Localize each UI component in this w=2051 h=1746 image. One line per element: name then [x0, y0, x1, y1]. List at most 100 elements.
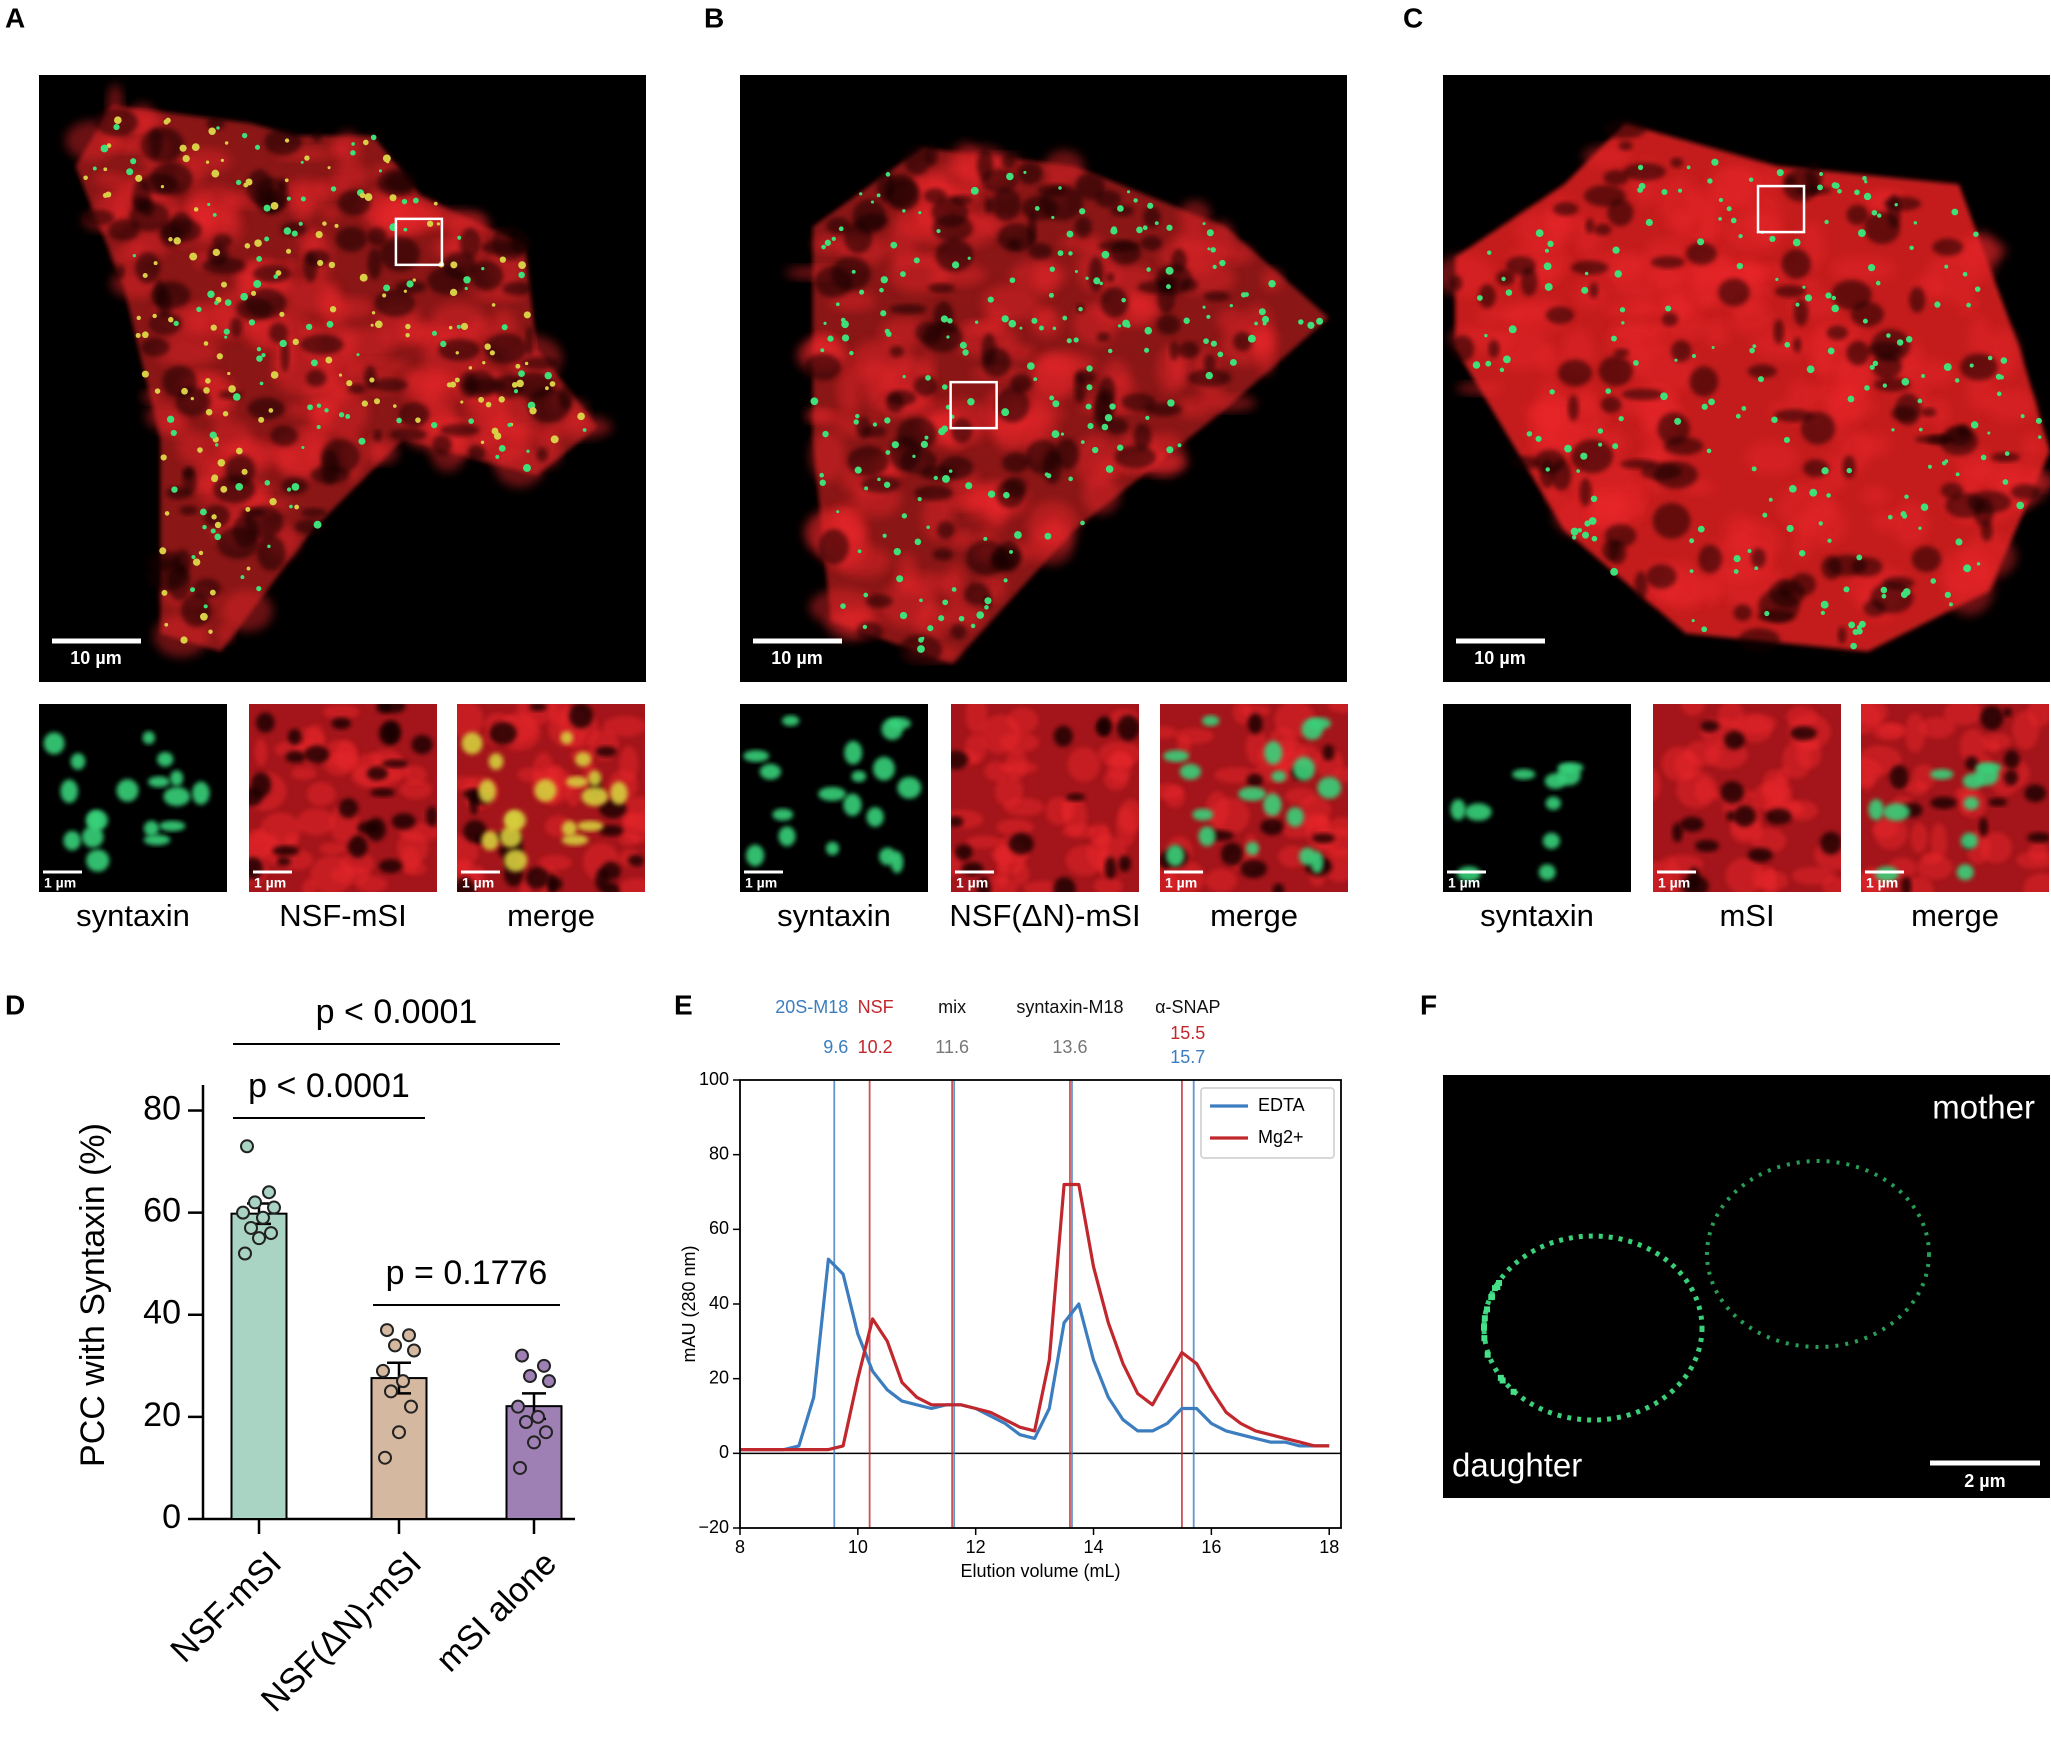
red-patch [1027, 500, 1079, 551]
green-puncta [258, 416, 265, 423]
dark-hole [321, 439, 360, 474]
dark-hole [1008, 832, 1034, 855]
green-puncta [214, 443, 219, 447]
green-puncta [189, 252, 198, 261]
green-puncta [1009, 549, 1013, 554]
green-blob [1192, 808, 1214, 821]
green-puncta [248, 319, 256, 326]
dark-hole [206, 116, 225, 130]
dark-hole [932, 214, 973, 242]
dark-hole [568, 704, 594, 729]
data-point [396, 1374, 410, 1389]
green-puncta [1660, 392, 1668, 401]
red-patch [1758, 871, 1789, 891]
green-puncta [1875, 280, 1881, 286]
green-puncta [900, 271, 906, 278]
green-puncta [1764, 610, 1770, 617]
green-puncta [375, 320, 383, 329]
data-point [539, 1425, 553, 1440]
dark-hole [367, 227, 387, 246]
green-puncta [359, 192, 366, 199]
green-puncta [212, 248, 221, 257]
green-puncta [160, 185, 165, 189]
green-puncta [1850, 642, 1857, 650]
red-patch [1603, 300, 1654, 320]
dark-hole [1114, 445, 1156, 469]
dark-hole [1793, 337, 1802, 353]
green-puncta [545, 386, 549, 391]
red-patch [310, 855, 353, 892]
green-puncta [1701, 403, 1708, 410]
green-puncta [1584, 271, 1589, 276]
red-patch [2012, 710, 2039, 750]
green-puncta [1505, 289, 1513, 296]
green-puncta [1316, 317, 1324, 325]
green-puncta [1701, 626, 1708, 633]
red-patch [329, 141, 349, 157]
green-puncta [1877, 213, 1882, 218]
green-puncta [1749, 347, 1755, 354]
dark-hole [389, 427, 427, 442]
green-puncta [203, 341, 209, 346]
green-blob [743, 750, 770, 762]
green-puncta [1060, 432, 1065, 436]
green-puncta [1783, 436, 1791, 444]
green-blob [881, 718, 904, 740]
green-puncta [1177, 443, 1182, 448]
green-puncta [1611, 335, 1617, 342]
dark-hole [1618, 141, 1633, 151]
green-puncta [433, 201, 438, 206]
red-patch [1327, 704, 1348, 714]
green-puncta [1543, 262, 1552, 271]
green-puncta [1896, 339, 1904, 346]
red-patch [888, 253, 950, 294]
red-patch [1086, 835, 1127, 872]
green-puncta [164, 511, 170, 516]
green-puncta [211, 514, 217, 520]
green-puncta [1963, 564, 1972, 573]
dark-hole [2024, 784, 2047, 803]
green-puncta [549, 381, 556, 387]
green-puncta [1262, 321, 1267, 326]
dark-hole [865, 594, 893, 608]
green-puncta [412, 197, 419, 204]
red-patch [1005, 749, 1028, 780]
green-puncta [1058, 186, 1062, 190]
green-puncta [855, 413, 860, 419]
green-puncta [1944, 591, 1951, 598]
green-puncta [199, 508, 207, 516]
green-puncta [987, 490, 996, 498]
green-puncta [862, 624, 868, 630]
dark-hole [1137, 280, 1175, 294]
green-puncta [1049, 395, 1055, 401]
green-puncta [1689, 569, 1694, 574]
green-puncta [220, 485, 228, 493]
y-tick-label: 0 [719, 1442, 729, 1462]
green-puncta [880, 310, 887, 317]
green-puncta [1674, 417, 1682, 425]
green-puncta [214, 533, 222, 541]
green-puncta [1099, 281, 1103, 286]
dark-hole [1871, 353, 1902, 379]
green-puncta [1126, 323, 1131, 328]
green-puncta [284, 138, 290, 143]
green-puncta [1485, 360, 1492, 367]
dark-hole [378, 859, 403, 874]
red-patch [618, 832, 641, 846]
dark-hole [913, 375, 938, 397]
green-puncta [1665, 305, 1672, 312]
green-puncta [329, 306, 337, 313]
green-blob [851, 770, 867, 783]
green-blob [1960, 832, 1979, 849]
y-tick-label: −20 [698, 1517, 729, 1537]
green-puncta [1872, 360, 1879, 367]
green-puncta [1806, 365, 1815, 374]
dark-hole [1805, 160, 1823, 194]
green-puncta [1843, 586, 1850, 593]
green-puncta [1508, 325, 1517, 334]
green-puncta [256, 586, 262, 592]
dark-hole [1614, 348, 1630, 358]
dark-hole [1751, 548, 1766, 568]
peak-name: α-SNAP [1155, 997, 1220, 1017]
green-blob [1263, 793, 1282, 817]
